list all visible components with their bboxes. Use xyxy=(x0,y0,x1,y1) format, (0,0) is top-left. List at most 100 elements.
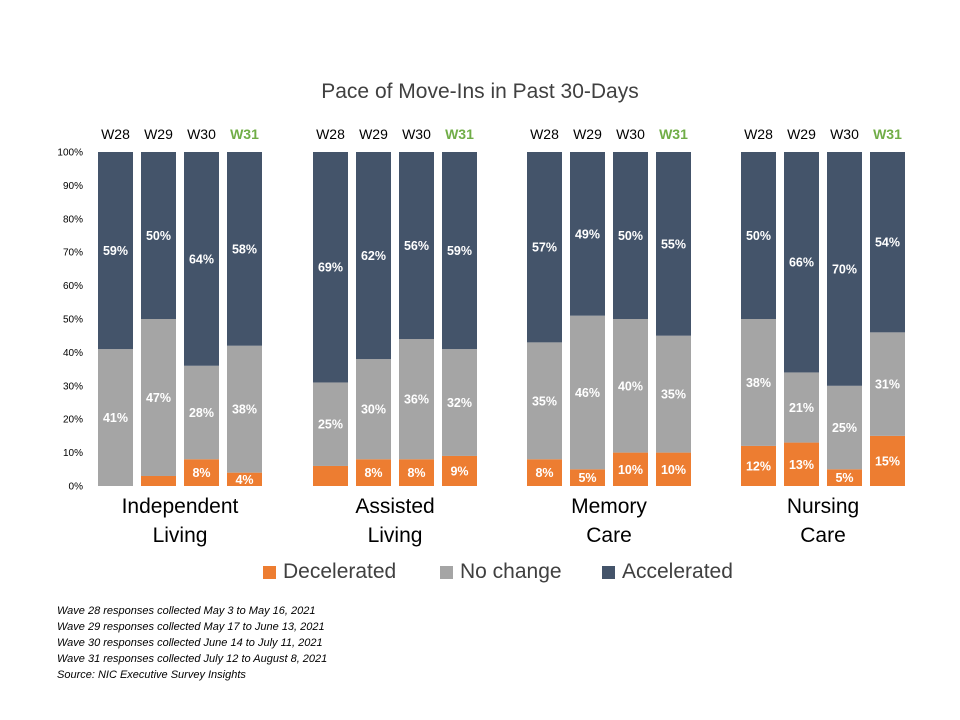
category-label: Care xyxy=(800,524,846,547)
data-label-accelerated: 70% xyxy=(832,262,857,276)
footnote-wave-30: Wave 30 responses collected June 14 to J… xyxy=(57,637,323,649)
wave-label: W30 xyxy=(616,126,645,142)
data-label-no-change: 28% xyxy=(189,406,214,420)
category-label: Assisted xyxy=(355,495,434,518)
bar-segment-accelerated xyxy=(184,152,219,366)
footnote-wave-28: Wave 28 responses collected May 3 to May… xyxy=(57,605,316,617)
bar-segment-accelerated xyxy=(313,152,348,383)
bar-segment-decelerated xyxy=(784,442,819,486)
y-tick-label: 100% xyxy=(57,148,83,159)
data-label-accelerated: 56% xyxy=(404,239,429,253)
bar-segment-no-change xyxy=(827,385,862,470)
bar-segment-accelerated xyxy=(827,152,862,386)
data-label-decelerated: 5% xyxy=(835,471,853,485)
data-label-accelerated: 55% xyxy=(661,237,686,251)
bar-segment-no-change xyxy=(613,319,648,453)
bar-segment-decelerated xyxy=(613,452,648,486)
bar-segment-decelerated xyxy=(442,455,477,486)
bar-segment-no-change xyxy=(98,349,133,486)
data-label-no-change: 38% xyxy=(232,403,257,417)
data-label-accelerated: 50% xyxy=(146,229,171,243)
bar-segment-accelerated xyxy=(399,152,434,340)
bar-segment-accelerated xyxy=(356,152,391,360)
category-label: Care xyxy=(586,524,632,547)
wave-label: W28 xyxy=(744,126,773,142)
y-tick-label: 60% xyxy=(63,281,83,292)
data-label-decelerated: 8% xyxy=(364,466,382,480)
bar-segment-no-change xyxy=(741,319,776,446)
data-label-accelerated: 49% xyxy=(575,227,600,241)
data-label-decelerated: 8% xyxy=(192,466,210,480)
bar-segment-decelerated xyxy=(356,459,391,486)
bar-segment-accelerated xyxy=(98,152,133,350)
category-label: Memory xyxy=(571,495,647,518)
bar-segment-accelerated xyxy=(570,152,605,316)
data-label-decelerated: 15% xyxy=(875,454,900,468)
wave-label: W28 xyxy=(316,126,345,142)
data-label-no-change: 30% xyxy=(361,403,386,417)
bar-segment-accelerated xyxy=(656,152,691,336)
data-label-decelerated: 12% xyxy=(746,459,771,473)
data-label-decelerated: 8% xyxy=(535,466,553,480)
bar-segment-accelerated xyxy=(141,152,176,319)
data-label-no-change: 35% xyxy=(661,388,686,402)
wave-label: W30 xyxy=(402,126,431,142)
bar-segment-decelerated xyxy=(656,452,691,486)
wave-label: W29 xyxy=(573,126,602,142)
bar-segment-decelerated xyxy=(399,459,434,486)
data-label-decelerated: 10% xyxy=(661,463,686,477)
y-tick-label: 80% xyxy=(63,214,83,225)
legend-label-decelerated: Decelerated xyxy=(283,560,397,583)
bar-segment-no-change xyxy=(527,342,562,460)
bar-segment-decelerated xyxy=(527,459,562,486)
bar-segment-accelerated xyxy=(613,152,648,319)
category-label: Nursing xyxy=(787,495,859,518)
data-label-no-change: 38% xyxy=(746,376,771,390)
bar-segment-decelerated xyxy=(313,465,348,486)
chart-legend: Decelerated No change Accelerated xyxy=(0,560,960,586)
data-label-accelerated: 59% xyxy=(447,244,472,258)
data-label-no-change: 25% xyxy=(832,421,857,435)
footnote-source: Source: NIC Executive Survey Insights xyxy=(57,669,246,681)
data-label-accelerated: 58% xyxy=(232,242,257,256)
wave-label: W28 xyxy=(530,126,559,142)
bar-segment-no-change xyxy=(227,345,262,473)
bar-segment-decelerated xyxy=(227,472,262,486)
bar-segment-decelerated xyxy=(741,445,776,486)
legend-swatch-accelerated xyxy=(602,566,615,579)
data-label-accelerated: 50% xyxy=(746,229,771,243)
wave-label: W31 xyxy=(445,126,474,142)
data-label-no-change: 31% xyxy=(875,378,900,392)
category-label: Living xyxy=(153,524,208,547)
legend-label-accelerated: Accelerated xyxy=(622,560,733,583)
wave-label: W30 xyxy=(187,126,216,142)
footnotes: Wave 28 responses collected May 3 to May… xyxy=(57,603,327,683)
bar-segment-decelerated xyxy=(870,435,905,486)
y-tick-label: 0% xyxy=(69,482,84,493)
data-label-no-change: 32% xyxy=(447,396,472,410)
data-label-accelerated: 66% xyxy=(789,256,814,270)
bar-segment-no-change xyxy=(399,339,434,460)
data-label-no-change: 36% xyxy=(404,393,429,407)
data-label-decelerated: 8% xyxy=(407,466,425,480)
data-label-no-change: 21% xyxy=(789,401,814,415)
wave-label: W31 xyxy=(873,126,902,142)
stacked-bar-chart: 0% 10% 20% 30% 40% 50% 60% 70% 80% 90% 100% 41% 59% W… xyxy=(57,126,905,547)
bar-segment-no-change xyxy=(184,365,219,460)
data-label-accelerated: 50% xyxy=(618,229,643,243)
bar-segment-no-change xyxy=(313,382,348,466)
data-label-accelerated: 62% xyxy=(361,249,386,263)
bar-segment-accelerated xyxy=(442,152,477,350)
bar-segment-decelerated xyxy=(141,475,176,486)
data-label-accelerated: 57% xyxy=(532,241,557,255)
wave-label: W31 xyxy=(230,126,259,142)
wave-label: W29 xyxy=(787,126,816,142)
bar-segment-no-change xyxy=(141,319,176,476)
data-label-decelerated: 13% xyxy=(789,458,814,472)
data-label-decelerated: 4% xyxy=(235,473,253,487)
bar-segment-no-change xyxy=(356,359,391,460)
y-tick-label: 10% xyxy=(63,448,83,459)
data-label-decelerated: 10% xyxy=(618,463,643,477)
wave-label: W30 xyxy=(830,126,859,142)
bar-segment-no-change xyxy=(570,315,605,470)
